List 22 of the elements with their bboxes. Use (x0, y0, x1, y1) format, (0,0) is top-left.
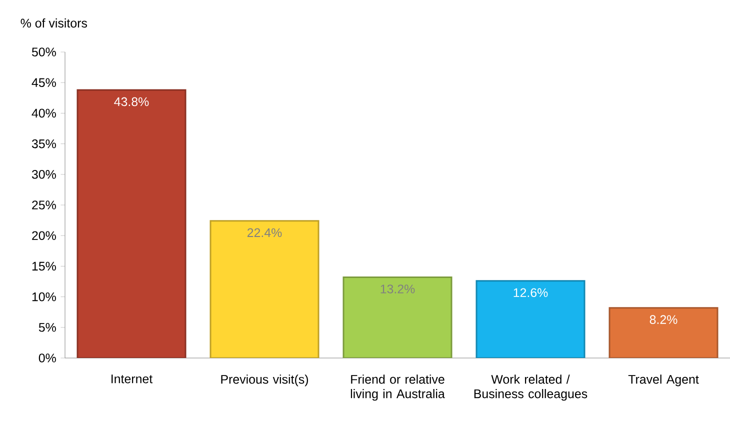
y-tick-label: 15% (32, 262, 56, 271)
data-label: 13.2% (380, 284, 415, 294)
x-tick-label: Travel Agent (628, 374, 699, 386)
y-tick-label: 20% (32, 231, 56, 240)
x-tick-label: Work related / Business colleagues (474, 374, 588, 401)
y-tick-label: 45% (32, 78, 56, 87)
x-tick-label: Internet (112, 374, 153, 384)
y-tick-label: 5% (38, 323, 56, 332)
y-tick-label: 0% (38, 354, 56, 362)
data-label: 22.4% (247, 228, 282, 238)
y-tick-label: 40% (32, 108, 56, 118)
y-axis-title: % of visitors (20, 18, 88, 28)
y-tick-label: 35% (32, 139, 56, 148)
x-tick-label: Previous visit(s) (221, 374, 308, 386)
data-label: 43.8% (114, 97, 149, 106)
x-tick-label: Friend or relative living in Australia (350, 374, 445, 401)
y-tick-label: 10% (32, 292, 56, 302)
data-label: 12.6% (514, 288, 548, 298)
y-tick-label: 25% (32, 200, 56, 210)
y-tick-label: 50% (32, 48, 56, 56)
y-tick-label: 30% (32, 170, 56, 179)
data-label: 8.2% (650, 315, 678, 324)
